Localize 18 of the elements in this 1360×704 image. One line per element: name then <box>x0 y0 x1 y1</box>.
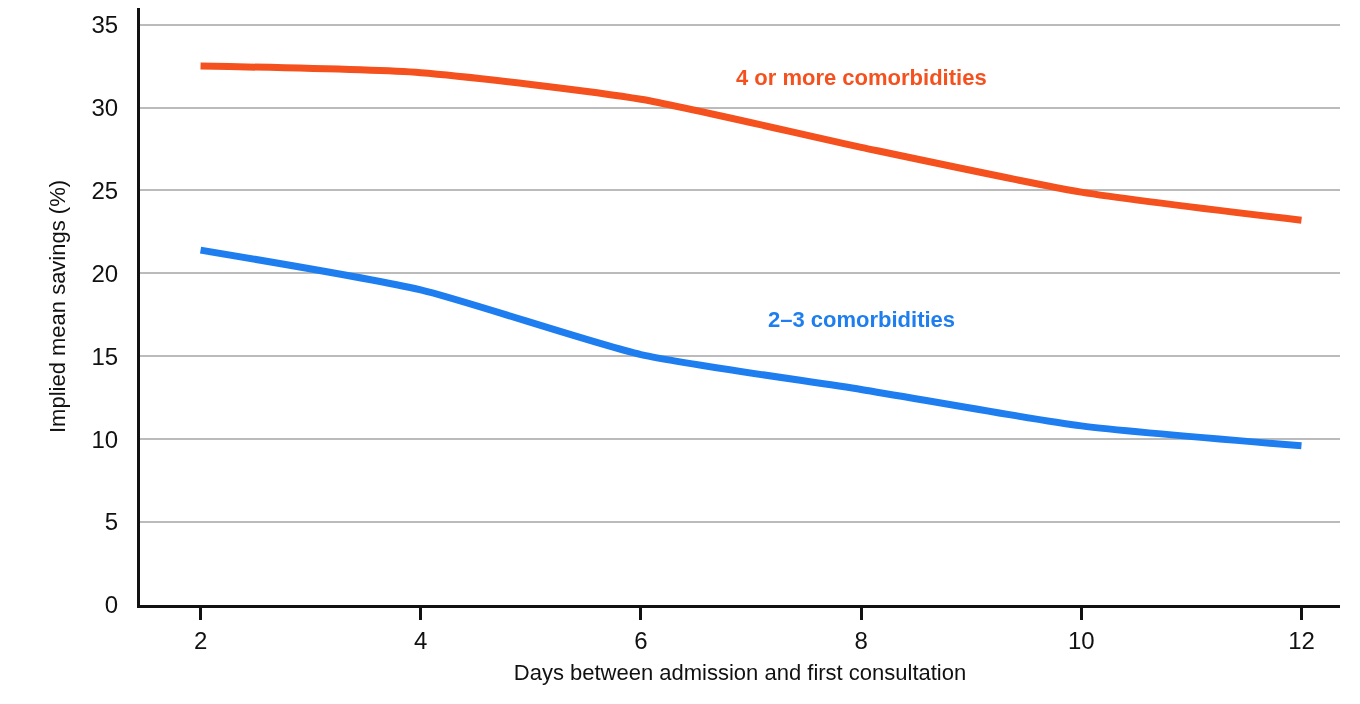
x-tick-label: 10 <box>1067 626 1095 654</box>
y-tick-label: 35 <box>91 10 119 38</box>
y-tick-label: 30 <box>91 93 119 121</box>
y-tick-label: 15 <box>91 342 119 370</box>
series-label: 2–3 comorbidities <box>768 307 956 332</box>
y-tick-label: 25 <box>91 176 119 204</box>
x-tick-label: 8 <box>854 626 868 654</box>
x-tick-label: 12 <box>1288 626 1315 654</box>
x-axis-title: Days between admission and first consultation <box>513 659 967 685</box>
x-tick-label: 6 <box>634 626 648 654</box>
y-axis-title: Implied mean savings (%) <box>45 179 71 434</box>
x-tick-label: 4 <box>414 626 428 654</box>
x-tick-label: 2 <box>193 626 208 654</box>
y-tick-label: 20 <box>91 259 119 287</box>
series-label: 4 or more comorbidities <box>736 65 987 90</box>
y-tick-label: 5 <box>104 508 119 536</box>
y-tick-label: 10 <box>91 425 119 453</box>
y-tick-label: 0 <box>104 591 119 619</box>
